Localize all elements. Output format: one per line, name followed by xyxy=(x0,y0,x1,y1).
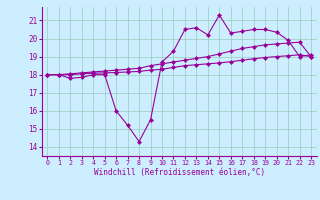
X-axis label: Windchill (Refroidissement éolien,°C): Windchill (Refroidissement éolien,°C) xyxy=(94,168,265,177)
